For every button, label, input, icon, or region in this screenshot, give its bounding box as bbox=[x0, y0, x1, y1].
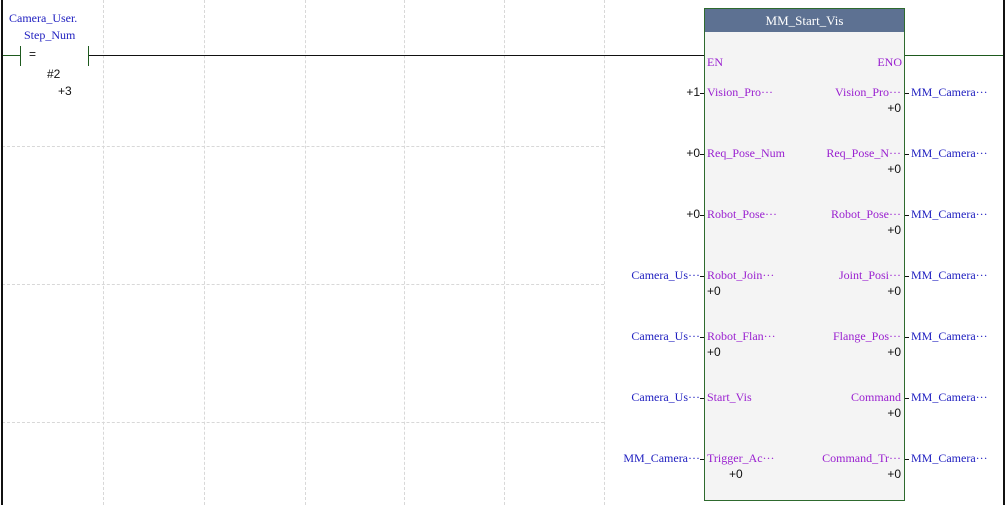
output-pin: Flange_Pos··· bbox=[833, 329, 901, 343]
input-actual[interactable]: +0 bbox=[686, 146, 700, 160]
output-actual[interactable]: MM_Camera··· bbox=[911, 390, 988, 404]
output-value: +0 bbox=[887, 467, 901, 481]
actual-value: +3 bbox=[58, 84, 72, 98]
output-actual[interactable]: MM_Camera··· bbox=[911, 329, 988, 343]
compare-value: #2 bbox=[47, 67, 61, 81]
function-block[interactable]: MM_Start_Vis EN ENO bbox=[704, 8, 905, 501]
input-pin: Robot_Flan··· bbox=[707, 329, 776, 343]
input-pin: Trigger_Ac··· bbox=[707, 451, 775, 465]
right-power-rail bbox=[1003, 0, 1005, 505]
output-pin: Req_Pose_N··· bbox=[826, 146, 901, 160]
contact-operand: Camera_User. bbox=[9, 11, 78, 25]
input-value: +0 bbox=[729, 467, 743, 481]
en-pin: EN bbox=[707, 55, 723, 69]
output-value: +0 bbox=[887, 284, 901, 298]
input-actual[interactable]: +0 bbox=[686, 207, 700, 221]
input-pin: Req_Pose_Num bbox=[707, 146, 785, 160]
eno-pin: ENO bbox=[877, 55, 902, 69]
input-actual[interactable]: MM_Camera··· bbox=[623, 451, 700, 465]
contact-operand-member: Step_Num bbox=[24, 28, 76, 42]
left-power-rail bbox=[1, 0, 3, 505]
output-actual[interactable]: MM_Camera··· bbox=[911, 146, 988, 160]
input-pin: Robot_Join··· bbox=[707, 268, 775, 282]
input-value: +0 bbox=[707, 284, 721, 298]
output-value: +0 bbox=[887, 223, 901, 237]
input-actual[interactable]: +1 bbox=[686, 85, 700, 99]
output-actual[interactable]: MM_Camera··· bbox=[911, 451, 988, 465]
output-pin: Robot_Pose··· bbox=[831, 207, 901, 221]
eno-wire bbox=[904, 55, 1003, 56]
output-pin: Vision_Pro··· bbox=[835, 85, 901, 99]
input-actual[interactable]: Camera_Us··· bbox=[631, 329, 700, 343]
output-value: +0 bbox=[887, 406, 901, 420]
output-pin: Command bbox=[851, 390, 901, 404]
block-title: MM_Start_Vis bbox=[705, 9, 904, 32]
input-pin: Start_Vis bbox=[707, 390, 752, 404]
output-pin: Command_Tr··· bbox=[822, 451, 901, 465]
compare-operator: = bbox=[29, 47, 37, 61]
output-actual[interactable]: MM_Camera··· bbox=[911, 207, 988, 221]
input-pin: Robot_Pose··· bbox=[707, 207, 777, 221]
output-actual[interactable]: MM_Camera··· bbox=[911, 268, 988, 282]
input-value: +0 bbox=[707, 345, 721, 359]
output-value: +0 bbox=[887, 345, 901, 359]
rung-wire bbox=[89, 55, 704, 56]
rung-wire bbox=[3, 55, 20, 56]
output-value: +0 bbox=[887, 101, 901, 115]
output-value: +0 bbox=[887, 162, 901, 176]
input-pin: Vision_Pro··· bbox=[707, 85, 773, 99]
output-pin: Joint_Posi··· bbox=[838, 268, 901, 282]
input-actual[interactable]: Camera_Us··· bbox=[631, 268, 700, 282]
input-actual[interactable]: Camera_Us··· bbox=[631, 390, 700, 404]
output-actual[interactable]: MM_Camera··· bbox=[911, 85, 988, 99]
